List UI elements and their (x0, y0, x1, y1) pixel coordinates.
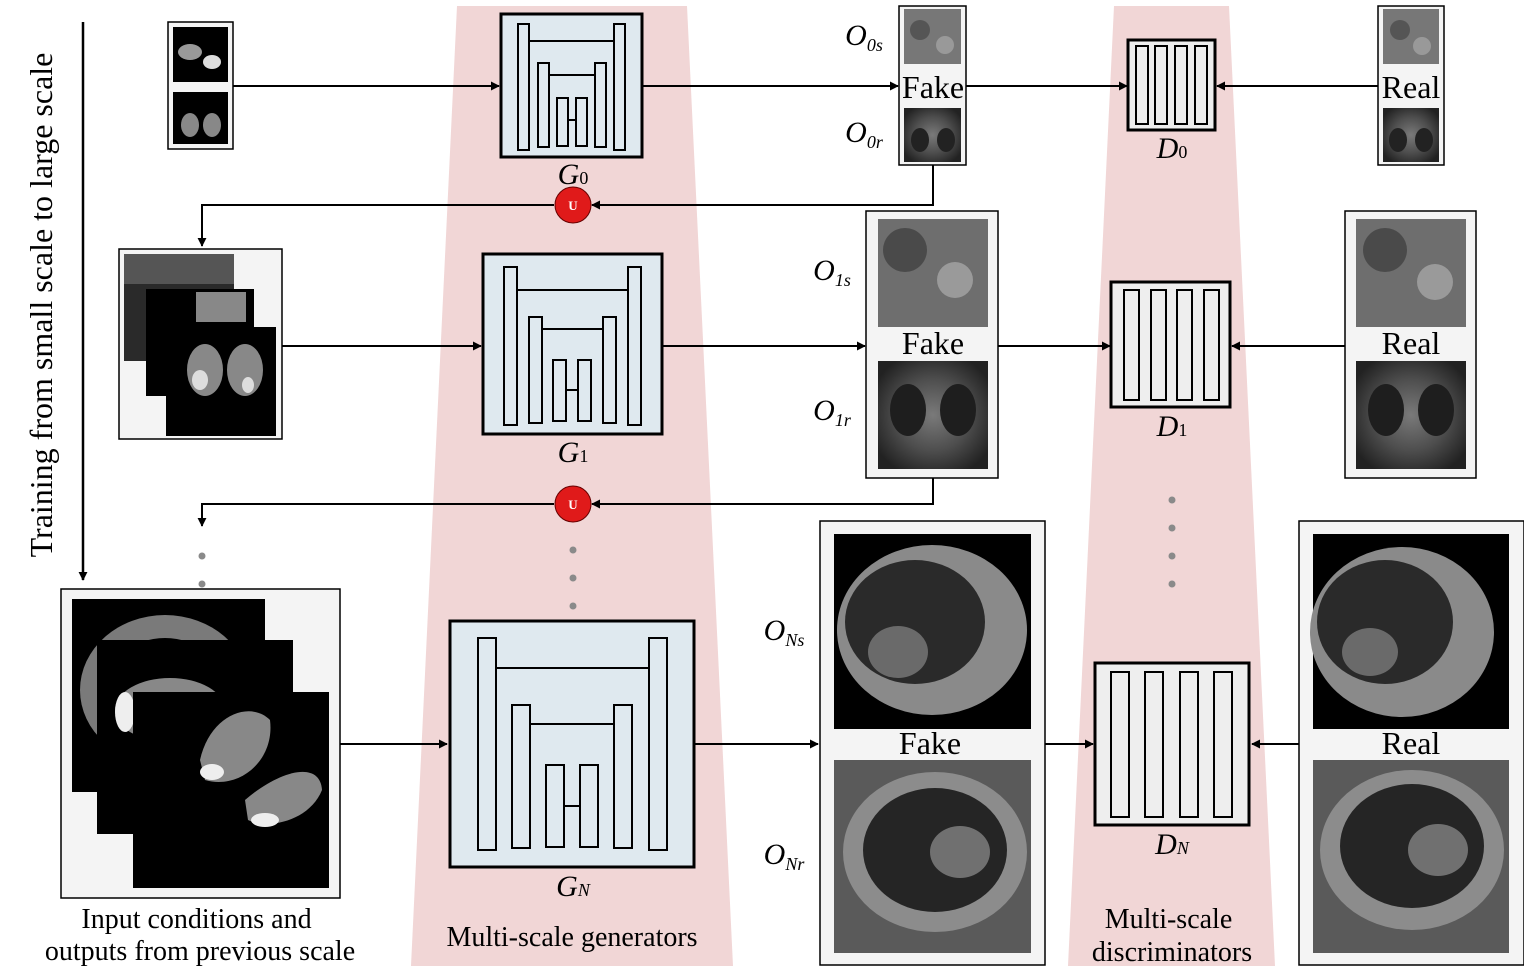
input-caption: Input conditions and outputs from previo… (45, 904, 355, 967)
output-ons-label: ONs (764, 614, 805, 650)
ellipsis-discriminators (1168, 496, 1176, 588)
fake-label-scale-0: Fake (902, 69, 964, 105)
discriminator-d0-label: D0 (1156, 132, 1188, 165)
real-images-scale-n (1298, 520, 1524, 966)
upsample-symbol-1: U (568, 497, 578, 512)
real-images-scale-1 (1344, 210, 1477, 479)
real-label-scale-1: Real (1382, 325, 1441, 361)
generator-g0 (499, 12, 644, 159)
real-label-scale-n: Real (1382, 725, 1441, 761)
discriminators-caption: Multi-scale discriminators (1092, 904, 1252, 968)
output-o0s-label: O0s (845, 19, 883, 55)
fake-output-scale-n (819, 520, 1046, 966)
upsample-node-0 (554, 186, 592, 224)
real-label-scale-0: Real (1382, 69, 1441, 105)
discriminator-d0 (1126, 38, 1217, 132)
input-stack-scale-n (60, 588, 341, 899)
generator-g1 (481, 252, 664, 436)
fake-label-scale-1: Fake (902, 325, 964, 361)
discriminator-dn (1093, 661, 1251, 827)
output-o1r-label: O1r (813, 394, 852, 430)
discriminator-d1-label: D1 (1156, 410, 1188, 443)
generator-g0-label: G0 (558, 158, 589, 191)
training-direction-label: Training from small scale to large scale (23, 53, 59, 558)
fake-output-scale-0 (898, 5, 967, 166)
generator-g1-label: G1 (558, 436, 589, 469)
discriminator-dn-label: DN (1154, 828, 1190, 861)
generator-gn (448, 619, 696, 869)
fake-output-scale-1 (865, 210, 999, 479)
upsample-symbol-0: U (568, 198, 578, 213)
generator-gn-label: GN (556, 870, 591, 903)
output-onr-label: ONr (764, 838, 806, 874)
input-stack-scale-1 (118, 248, 283, 440)
ellipsis-generators (569, 546, 577, 610)
output-o0r-label: O0r (845, 116, 884, 152)
upsample-node-1 (554, 485, 592, 523)
generators-caption: Multi-scale generators (446, 922, 697, 953)
real-images-scale-0 (1377, 5, 1445, 166)
output-o1s-label: O1s (813, 254, 851, 290)
input-stack-scale-0 (167, 21, 234, 150)
ellipsis-inputs (198, 552, 206, 588)
fake-label-scale-n: Fake (899, 725, 961, 761)
discriminator-d1 (1109, 280, 1232, 409)
